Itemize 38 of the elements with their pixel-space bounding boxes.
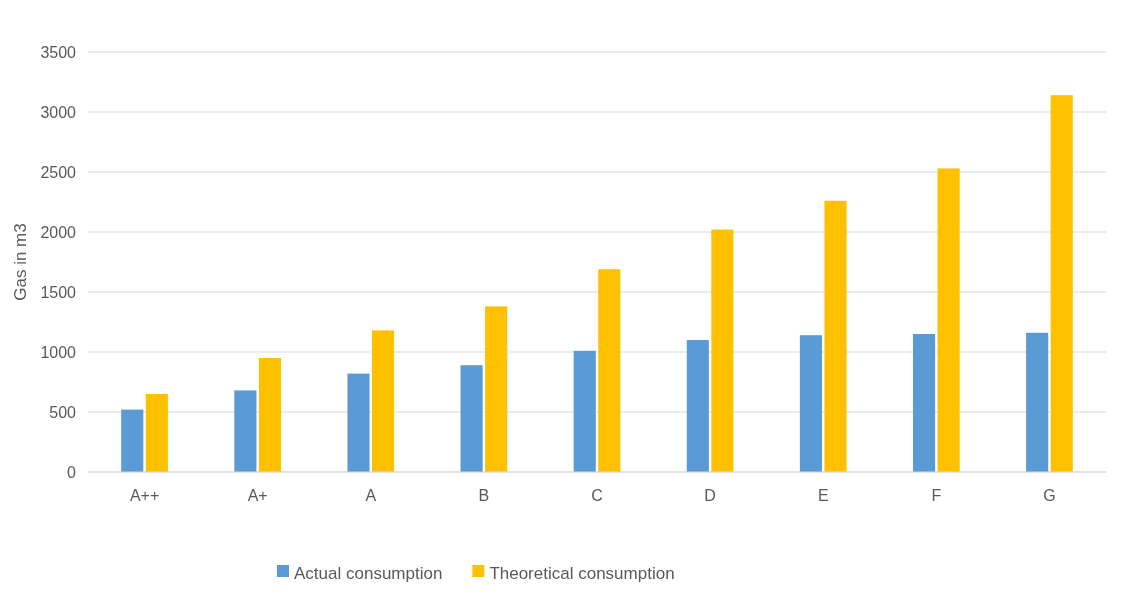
y-tick-label: 500 — [49, 403, 77, 421]
legend-label: Actual consumption — [294, 564, 443, 583]
bar — [258, 358, 282, 472]
bar — [711, 229, 734, 472]
bar — [799, 335, 822, 472]
bar — [824, 200, 847, 472]
legend-label: Theoretical consumption — [489, 564, 675, 583]
x-tick-label: D — [704, 487, 716, 505]
bar — [234, 390, 257, 472]
bar — [145, 394, 168, 472]
bar — [937, 168, 960, 472]
bar — [460, 365, 483, 472]
bar — [573, 350, 596, 472]
bar — [686, 340, 709, 472]
x-tick-label: A++ — [129, 487, 160, 505]
y-tick-label: 1500 — [40, 283, 77, 301]
bar — [372, 330, 395, 472]
y-tick-label: 3000 — [40, 103, 77, 121]
x-tick-label: F — [931, 487, 942, 505]
bar — [912, 334, 936, 472]
x-tick-label: A — [365, 487, 377, 505]
y-tick-label: 0 — [67, 463, 77, 481]
x-tick-label: C — [591, 487, 603, 505]
bar — [485, 306, 508, 472]
x-tick-label: E — [817, 487, 829, 505]
x-tick-label: A+ — [247, 487, 268, 505]
bar — [1050, 95, 1073, 472]
bar — [347, 373, 370, 472]
bar — [121, 409, 144, 472]
y-tick-label: 2000 — [40, 223, 77, 241]
bar — [598, 269, 621, 472]
bar — [1026, 332, 1049, 472]
y-tick-label: 3500 — [40, 43, 77, 61]
y-axis-title: Gas in m3 — [11, 223, 30, 301]
y-tick-label: 2500 — [40, 163, 77, 181]
x-tick-label: B — [478, 487, 490, 505]
x-tick-label: G — [1043, 487, 1056, 505]
y-tick-label: 1000 — [40, 343, 77, 361]
